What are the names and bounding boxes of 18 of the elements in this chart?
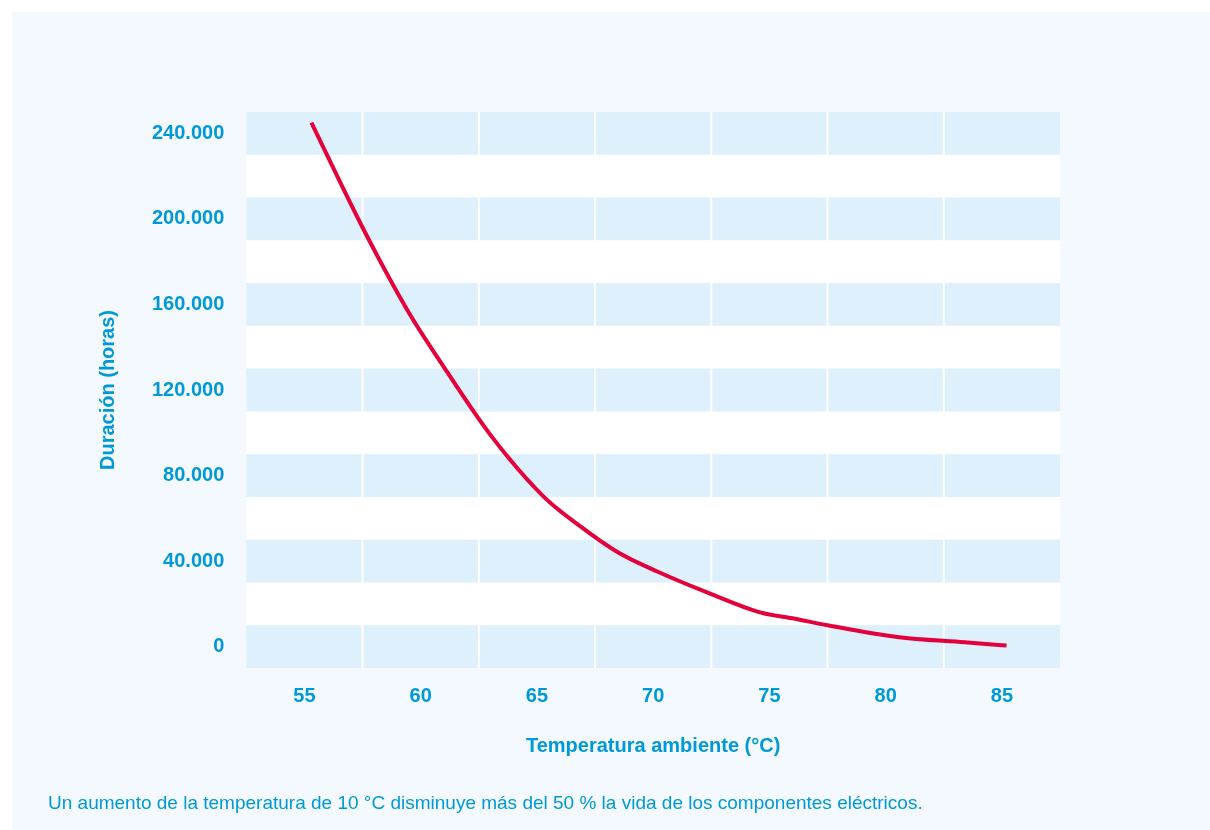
y-axis-title: Duración (horas): [95, 309, 118, 471]
x-tick-label: 75: [758, 683, 781, 706]
y-tick-label: 240.000: [152, 120, 225, 143]
x-tick-label: 80: [874, 683, 897, 706]
x-tick-label: 55: [293, 683, 316, 706]
x-tick-label: 65: [525, 683, 549, 706]
x-tick-label: 60: [409, 683, 432, 706]
line-series: [309, 120, 1009, 648]
y-tick-label: 40.000: [163, 548, 225, 571]
x-tick-label: 70: [642, 683, 665, 706]
y-tick-label: 200.000: [152, 206, 225, 229]
x-tick-label: 85: [990, 683, 1013, 706]
x-axis-title: Temperatura ambiente (°C): [525, 733, 781, 756]
y-tick-label: 120.000: [152, 377, 225, 400]
y-tick-label: 80.000: [163, 463, 225, 486]
y-tick-label: 0: [213, 634, 225, 657]
text: Un aumento de la temperatura de 10 °C disminuye más del 50 % la vida de los componentes eléctricos.: [48, 792, 923, 814]
y-tick-label: 160.000: [152, 291, 225, 314]
